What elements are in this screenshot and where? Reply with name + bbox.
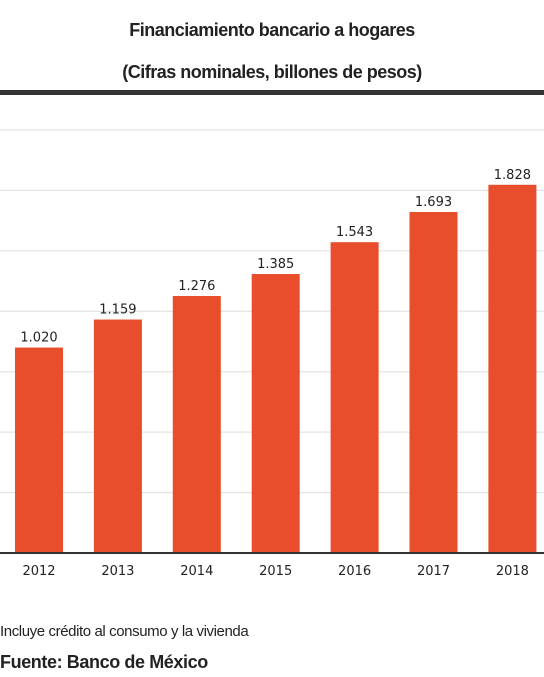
bar-2015	[251, 274, 300, 553]
data-label-2012: 1.020	[20, 331, 57, 346]
x-tick-label-2012: 2012	[22, 564, 55, 579]
x-tick-label-2014: 2014	[180, 564, 213, 579]
bar-2012	[15, 347, 63, 553]
x-tick-label-2013: 2013	[101, 564, 134, 579]
data-label-2014: 1.276	[178, 279, 215, 294]
x-tick-label-2015: 2015	[259, 564, 292, 579]
data-label-2013: 1.159	[99, 303, 136, 318]
title-divider	[0, 90, 544, 95]
bar-2016	[330, 242, 379, 553]
chart-title: Financiamiento bancario a hogares	[129, 20, 415, 40]
bar-2018	[488, 184, 537, 553]
data-label-2016: 1.543	[336, 225, 373, 240]
bar-2013	[93, 319, 142, 553]
bar-2017	[409, 211, 458, 553]
chart-source: Fuente: Banco de México	[0, 652, 208, 672]
x-tick-label-2017: 2017	[417, 564, 450, 579]
chart-footnote: Incluye crédito al consumo y la vivienda	[0, 623, 249, 640]
data-label-2015: 1.385	[257, 257, 294, 272]
x-tick-label-2018: 2018	[496, 564, 529, 579]
bar-2014	[172, 295, 221, 553]
x-tick-label-2016: 2016	[338, 564, 371, 579]
chart-subtitle: (Cifras nominales, billones de pesos)	[122, 62, 422, 82]
bar-chart: 1.020 2012 1.159 2013 1.276 2014 1.385 2015 1.54…	[0, 129, 544, 579]
data-label-2017: 1.693	[415, 195, 452, 210]
data-label-2018: 1.828	[494, 168, 531, 183]
